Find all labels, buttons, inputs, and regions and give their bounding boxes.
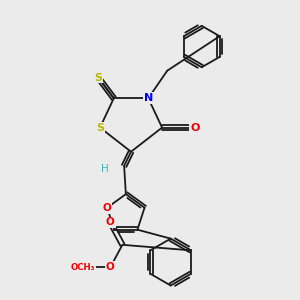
Text: OCH₃: OCH₃	[70, 263, 95, 272]
Text: N: N	[144, 93, 153, 103]
Text: S: S	[94, 73, 102, 82]
Text: S: S	[96, 123, 104, 133]
Text: O: O	[106, 218, 115, 227]
Text: O: O	[106, 262, 115, 272]
Text: H: H	[101, 164, 109, 174]
Text: O: O	[103, 203, 112, 213]
Text: O: O	[190, 123, 200, 133]
